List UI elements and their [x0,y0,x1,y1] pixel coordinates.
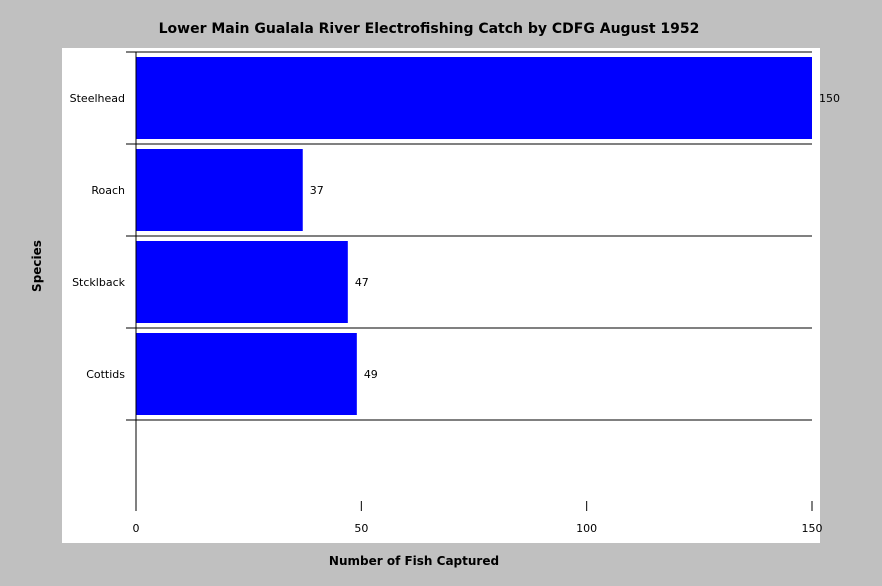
x-tick-label: 100 [576,522,597,535]
chart-title: Lower Main Gualala River Electrofishing … [159,21,700,37]
data-label: 37 [310,184,324,197]
bar [136,241,348,323]
category-label: Cottids [86,368,125,381]
chart-marks: Steelhead 150 Roach 37 Stcklback 47 Cottids 49 0… [70,51,840,535]
data-label: 47 [355,276,369,289]
data-label: 150 [819,92,840,105]
category-label: Roach [91,184,125,197]
bar [136,57,812,139]
data-label: 49 [364,368,378,381]
bar [136,333,357,415]
category-label: Steelhead [70,92,125,105]
x-axis-label: Number of Fish Captured [329,554,499,568]
category-label: Stcklback [72,276,126,289]
x-tick-label: 50 [354,522,368,535]
bar [136,149,303,231]
x-tick-label: 150 [802,522,823,535]
x-tick-label: 0 [133,522,140,535]
y-axis-label: Species [30,240,44,292]
